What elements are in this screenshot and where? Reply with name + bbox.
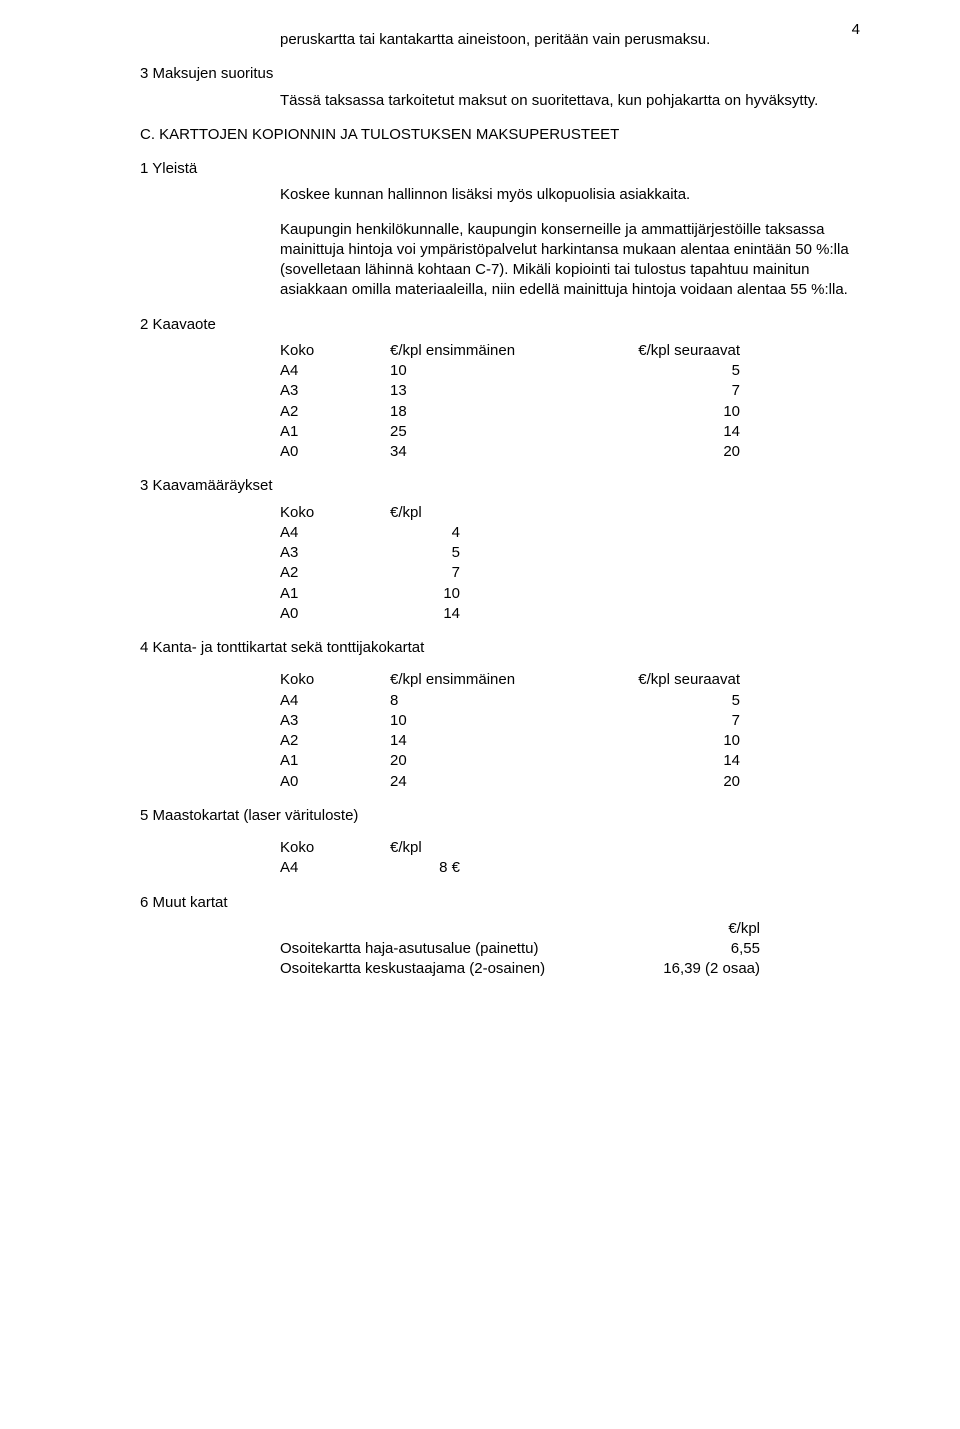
table-row: A48 € xyxy=(280,858,460,878)
header-koko: Koko xyxy=(280,838,390,858)
table-row: A3107 xyxy=(280,711,740,731)
table-row: A03420 xyxy=(280,442,740,462)
table-row: A485 xyxy=(280,691,740,711)
header-koko: Koko xyxy=(280,503,390,523)
header-first: €/kpl ensimmäinen xyxy=(390,341,580,361)
table-row: A27 xyxy=(280,563,460,583)
maastokartat-title: 5 Maastokartat (laser värituloste) xyxy=(140,806,860,826)
kaavaote-title: 2 Kaavaote xyxy=(140,315,860,335)
page: 4 peruskartta tai kantakartta aineistoon… xyxy=(0,0,960,1429)
yleista-p2: Kaupungin henkilökunnalle, kaupungin kon… xyxy=(280,220,860,301)
table-row: A110 xyxy=(280,584,460,604)
part-c-title: C. KARTTOJEN KOPIONNIN JA TULOSTUKSEN MA… xyxy=(140,125,860,145)
kaavaote-table: Koko €/kpl ensimmäinen €/kpl seuraavat A… xyxy=(280,341,740,463)
page-number: 4 xyxy=(852,20,860,40)
header-price: €/kpl xyxy=(390,838,460,858)
maastokartat-table: Koko €/kpl A48 € xyxy=(280,838,460,879)
kaavamaaraykset-title: 3 Kaavamääräykset xyxy=(140,476,860,496)
table-row: A12014 xyxy=(280,751,740,771)
intro-paragraph: peruskartta tai kantakartta aineistoon, … xyxy=(280,30,860,50)
table-row: A014 xyxy=(280,604,460,624)
header-next: €/kpl seuraavat xyxy=(580,341,740,361)
muut-title: 6 Muut kartat xyxy=(140,893,860,913)
header-price: €/kpl xyxy=(390,503,460,523)
muut-table: €/kpl Osoitekartta haja-asutusalue (pain… xyxy=(280,919,760,980)
table-row: A35 xyxy=(280,543,460,563)
table-header: €/kpl xyxy=(280,919,760,939)
section-3-title: 3 Maksujen suoritus xyxy=(140,64,860,84)
kanta-table: Koko €/kpl ensimmäinen €/kpl seuraavat A… xyxy=(280,670,740,792)
yleista-p1: Koskee kunnan hallinnon lisäksi myös ulk… xyxy=(280,185,860,205)
kaavamaaraykset-table: Koko €/kpl A44 A35 A27 A110 A014 xyxy=(280,503,460,625)
table-header: Koko €/kpl xyxy=(280,503,460,523)
header-first: €/kpl ensimmäinen xyxy=(390,670,580,690)
table-header: Koko €/kpl ensimmäinen €/kpl seuraavat xyxy=(280,341,740,361)
header-price: €/kpl xyxy=(620,919,760,939)
header-koko: Koko xyxy=(280,341,390,361)
table-row: A12514 xyxy=(280,422,740,442)
table-row: A44 xyxy=(280,523,460,543)
section-3-body: Tässä taksassa tarkoitetut maksut on suo… xyxy=(280,91,860,111)
header-koko: Koko xyxy=(280,670,390,690)
yleista-title: 1 Yleistä xyxy=(140,159,860,179)
kanta-title: 4 Kanta- ja tonttikartat sekä tonttijako… xyxy=(140,638,860,658)
table-row: A21810 xyxy=(280,402,740,422)
table-row: A02420 xyxy=(280,772,740,792)
header-next: €/kpl seuraavat xyxy=(580,670,740,690)
table-row: A3137 xyxy=(280,381,740,401)
table-row: Osoitekartta keskustaajama (2-osainen)16… xyxy=(280,959,760,979)
table-header: Koko €/kpl xyxy=(280,838,460,858)
table-row: A21410 xyxy=(280,731,740,751)
table-row: Osoitekartta haja-asutusalue (painettu)6… xyxy=(280,939,760,959)
table-header: Koko €/kpl ensimmäinen €/kpl seuraavat xyxy=(280,670,740,690)
table-row: A4105 xyxy=(280,361,740,381)
